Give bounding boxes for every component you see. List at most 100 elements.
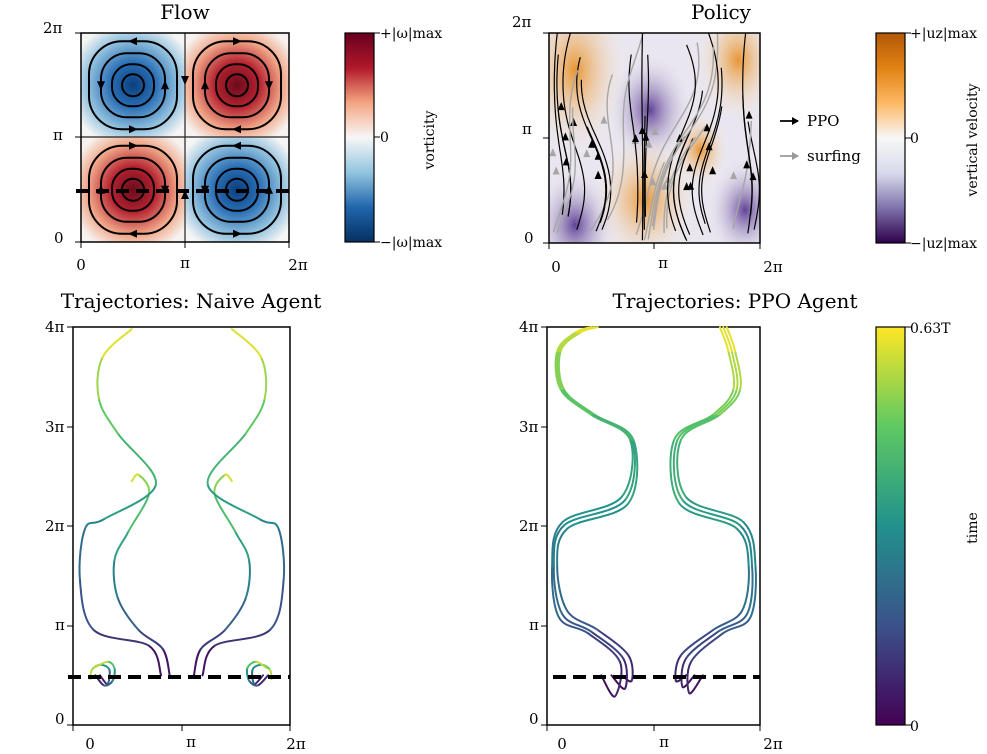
policy-ppo-streamline — [747, 121, 760, 230]
ppo-ppo-right-1-seg-3 — [712, 610, 743, 631]
ppo-xtick-2pi: 2π — [763, 735, 783, 753]
ppo-ppo-left-2-seg-1 — [622, 657, 628, 690]
flow-ytick-pi: π — [53, 126, 63, 144]
naive-inner-left-seg-1 — [137, 629, 164, 650]
policy-xtick-2pi: 2π — [763, 258, 783, 276]
legend-ppo-label: PPO — [807, 112, 839, 130]
policy-ppo-streamline — [553, 33, 565, 215]
ppo-ppo-right-2-seg-5 — [739, 524, 754, 568]
vertical-velocity-colorbar-label: vertical velocity — [965, 83, 981, 197]
ppo-ppo-right-3-seg-6 — [685, 496, 745, 524]
legend-surfing-arrow-icon — [792, 152, 799, 160]
naive-outer-right-seg-5 — [206, 483, 261, 521]
flow-streamline-0-2 — [111, 63, 155, 108]
ppo-ppo-right-1-seg-9 — [712, 388, 735, 416]
ppo-ppo-right-3-seg-1 — [686, 660, 693, 695]
ppo-ppo-right-1-seg-7 — [669, 438, 681, 505]
policy-axis-ticks: 2π π 0 0 π 2π — [512, 13, 783, 276]
flow-arrow-0-3 — [161, 80, 169, 90]
ppo-ppo-left-3-seg-4 — [550, 565, 560, 619]
time-min-label: 0 — [910, 719, 919, 735]
ppo-ppo-left-3-seg-5 — [551, 521, 564, 568]
naive-trapped-left-2-seg-4 — [92, 660, 109, 669]
naive-outer-left-seg-5 — [103, 483, 157, 521]
vorticity-colorbar: +|ω|max 0 −|ω|max vorticity — [344, 26, 442, 251]
policy-surfing-arrow-icon — [583, 149, 591, 158]
naive-outer-right-seg-3 — [277, 527, 286, 581]
ppo-ppo-right-1-seg-8 — [673, 413, 715, 441]
time-colorbar-label: time — [965, 512, 981, 544]
naive-outer-right-seg-4 — [258, 518, 280, 530]
flow-streamline-0-3 — [121, 73, 145, 98]
naive-ytick-4pi: 4π — [45, 318, 65, 336]
naive-inner-right-seg-1 — [199, 629, 226, 650]
ppo-ppo-right-2-seg-6 — [681, 499, 742, 527]
flow-axis-ticks: 2π π 0 0 π 2π — [43, 19, 308, 274]
flow-title: Flow — [160, 0, 209, 24]
policy-ytick-pi: π — [522, 120, 532, 138]
naive-inner-right-seg-5 — [213, 492, 237, 533]
policy-ppo-streamline — [562, 33, 586, 230]
naive-inner-right-seg-3 — [244, 559, 251, 600]
flow-arrow-1-3 — [265, 81, 273, 91]
ppo-ppo-right-3-seg-8 — [679, 413, 721, 441]
ppo-ppo-left-3-seg-2 — [586, 632, 621, 663]
ppo-ppo-left-3-seg-7 — [620, 438, 634, 498]
ppo-ppo-left-1-seg-1 — [627, 654, 634, 682]
ppo-ppo-right-1-seg-6 — [678, 502, 738, 530]
naive-ytick-2pi: 2π — [45, 517, 65, 535]
policy-ppo-arrow-icon — [709, 166, 717, 175]
ppo-ppo-right-3-seg-3 — [722, 616, 752, 635]
vertical-velocity-zero-label: 0 — [910, 131, 919, 147]
ppo-trajectories — [550, 326, 757, 698]
policy-ppo-streamline — [700, 106, 723, 233]
policy-surfing-streamline — [606, 33, 644, 221]
flow-streamline-1-3 — [225, 73, 249, 98]
naive-inner-left-seg-6 — [137, 473, 151, 495]
naive-inner-left-seg-3 — [112, 559, 119, 600]
policy-surfing-arrow-icon — [649, 177, 657, 186]
naive-panel: Trajectories: Naive Agent 4π 3π 2π π 0 0… — [45, 289, 321, 753]
ppo-ytick-4pi: 4π — [519, 318, 539, 336]
policy-surfing-arrow-icon — [600, 115, 608, 124]
flow-arrow-2-1 — [128, 229, 137, 238]
naive-outer-right-seg-6 — [206, 432, 247, 486]
naive-axes-frame — [72, 326, 291, 726]
flow-xtick-pi: π — [180, 254, 190, 272]
naive-outer-left-seg-1 — [92, 629, 150, 647]
legend-surfing-label: surfing — [807, 147, 861, 165]
ppo-ytick-3pi: 3π — [519, 418, 539, 436]
ppo-panel: Trajectories: PPO Agent 4π 3π 2π π 0 0 π… — [519, 289, 857, 753]
ppo-ppo-left-3-seg-11 — [556, 331, 577, 353]
policy-velocity-field — [549, 33, 760, 243]
ppo-ppo-left-3-seg-6 — [561, 496, 623, 524]
policy-ppo-streamline — [580, 79, 612, 230]
flow-ytick-0: 0 — [54, 229, 64, 247]
naive-inner-right-seg-0 — [192, 648, 202, 677]
flow-streamline-2-2 — [111, 167, 155, 212]
ppo-ppo-right-2-seg-8 — [676, 413, 718, 441]
ppo-ppo-right-3-seg-2 — [690, 632, 725, 663]
flow-arrow-1-0 — [233, 37, 242, 46]
naive-inner-right-seg-2 — [224, 597, 247, 631]
policy-surfing-streamline — [663, 136, 696, 234]
policy-surfing-arrow-icon — [645, 139, 653, 148]
policy-ppo-arrow-icon — [594, 170, 602, 179]
ppo-title: Trajectories: PPO Agent — [613, 289, 858, 313]
naive-trajectories — [78, 328, 286, 687]
naive-outer-left-seg-3 — [78, 527, 87, 581]
naive-outer-right-seg-1 — [213, 629, 271, 647]
vertical-velocity-max-label: +|uz|max — [910, 26, 977, 42]
flow-arrow-1-2 — [201, 80, 209, 90]
ppo-ppo-left-1-seg-2 — [596, 629, 630, 657]
policy-ppo-streamline — [742, 33, 753, 216]
naive-outer-right-seg-8 — [260, 356, 268, 400]
ppo-ppo-left-2-seg-7 — [624, 438, 636, 502]
vertical-velocity-colorbar: +|uz|max 0 −|uz|max vertical velocity — [875, 26, 981, 252]
policy-surfing-arrow-icon — [549, 148, 557, 157]
policy-surfing-streamline — [647, 47, 715, 240]
ppo-ytick-2pi: 2π — [519, 517, 539, 535]
policy-ppo-streamline — [691, 33, 719, 236]
policy-surfing-arrow-icon — [730, 171, 738, 180]
flow-arrow-0-0 — [128, 37, 137, 46]
